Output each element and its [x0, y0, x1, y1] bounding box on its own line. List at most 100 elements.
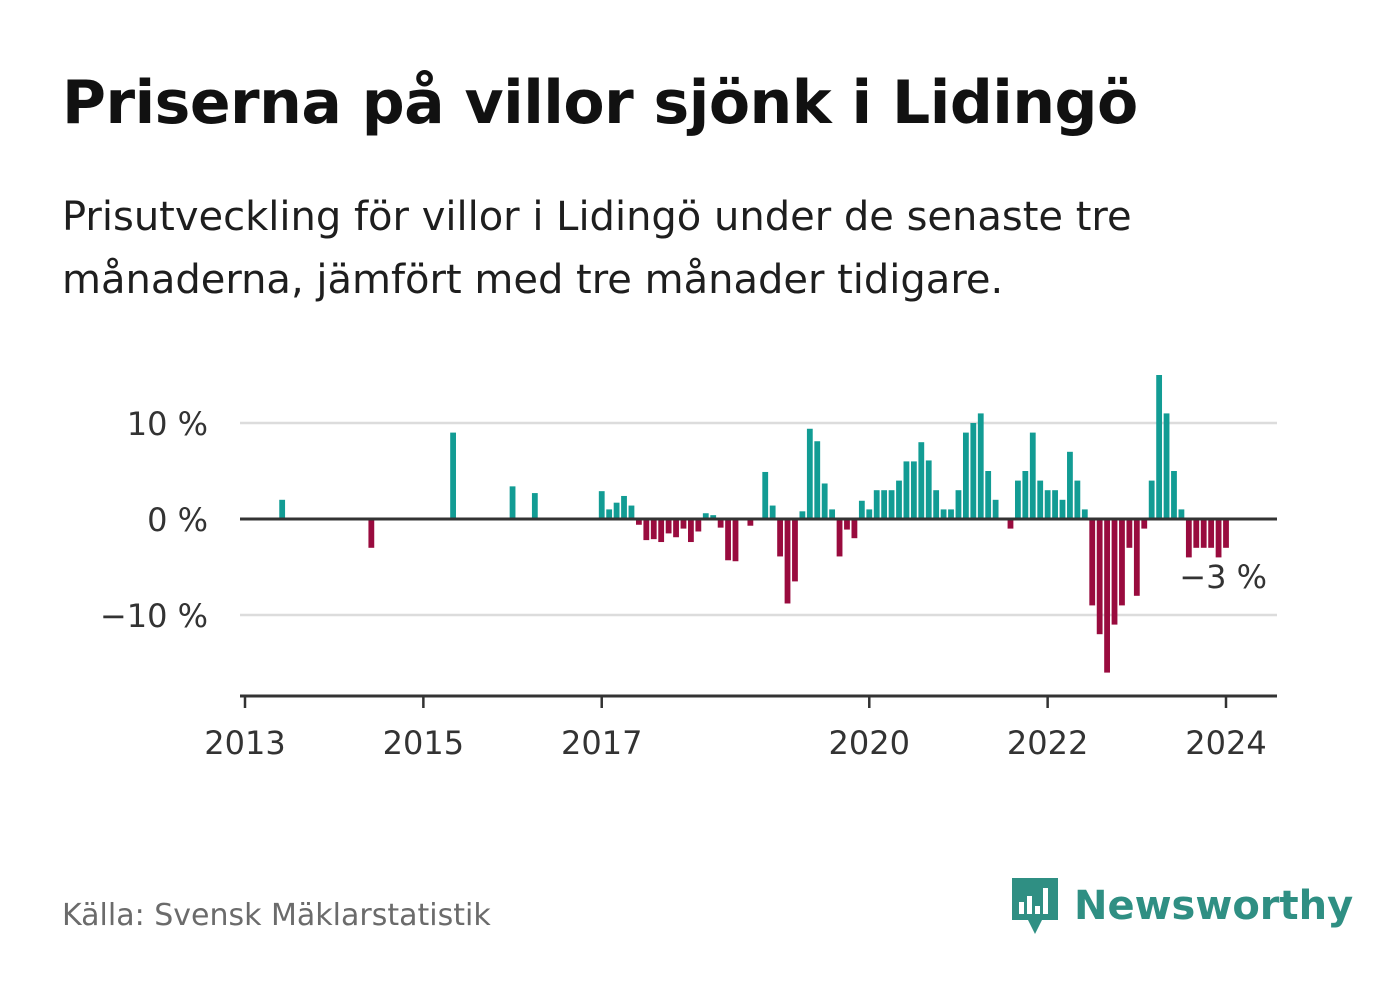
- bar: [1119, 519, 1125, 606]
- bar: [821, 483, 828, 519]
- bar: [606, 509, 613, 519]
- bar: [933, 490, 940, 519]
- bar: [896, 480, 902, 519]
- bar: [717, 519, 724, 528]
- last-value-annotation: −3 %: [1179, 558, 1267, 596]
- bars: [279, 375, 1229, 673]
- bar: [598, 491, 605, 519]
- bar: [1223, 519, 1229, 548]
- bar: [628, 505, 635, 519]
- bar: [1148, 480, 1155, 519]
- bar: [673, 519, 679, 538]
- bar: [903, 461, 910, 519]
- bar: [836, 519, 843, 557]
- bar: [1044, 490, 1051, 519]
- bar: [769, 505, 776, 519]
- bar: [1089, 519, 1096, 606]
- bar: [955, 490, 962, 519]
- newsworthy-logo-icon: [1012, 878, 1058, 934]
- bar: [970, 423, 977, 519]
- bar: [1037, 480, 1044, 519]
- bar: [814, 441, 821, 519]
- bar: [1171, 471, 1177, 519]
- bar: [977, 413, 984, 519]
- bar: [695, 519, 702, 532]
- bar: [1185, 519, 1192, 558]
- chart-title: Priserna på villor sjönk i Lidingö: [62, 68, 1138, 138]
- brand-logo: Newsworthy: [1010, 876, 1353, 936]
- bar: [888, 490, 895, 519]
- bar: [1052, 490, 1058, 519]
- bar: [680, 519, 687, 529]
- bar: [1007, 519, 1014, 529]
- bar: [806, 428, 813, 519]
- bar: [844, 519, 850, 530]
- bar: [992, 499, 999, 519]
- bar: [1104, 519, 1110, 673]
- bar: [829, 509, 836, 519]
- bar: [702, 513, 709, 519]
- bar: [985, 471, 992, 519]
- bar: [658, 519, 665, 543]
- bar: [784, 519, 791, 604]
- bar: [1126, 519, 1133, 548]
- bar: [368, 519, 375, 548]
- x-tick-label: 2015: [383, 724, 464, 762]
- bar: [509, 486, 516, 519]
- bar: [643, 519, 650, 541]
- bar: [635, 519, 642, 525]
- bar: [613, 502, 620, 519]
- chart-subtitle: Prisutveckling för villor i Lidingö unde…: [62, 194, 1132, 303]
- axes: [240, 517, 1277, 708]
- bar: [948, 509, 954, 519]
- y-axis-labels: 10 % 0 % −10 %: [100, 405, 208, 635]
- bar: [1163, 413, 1170, 519]
- x-tick-label: 2024: [1185, 724, 1266, 762]
- bar: [1200, 519, 1207, 548]
- y-tick-label: −10 %: [100, 597, 208, 635]
- bar: [910, 461, 917, 519]
- bar: [1178, 509, 1185, 519]
- bar: [1215, 519, 1222, 558]
- bar: [747, 519, 754, 526]
- bar: [762, 471, 769, 519]
- bar: [1111, 519, 1118, 625]
- bar: [1067, 451, 1073, 519]
- bar: [1141, 519, 1148, 529]
- bar: [1029, 432, 1036, 519]
- brand-name: Newsworthy: [1074, 883, 1354, 929]
- bar: [1096, 519, 1103, 635]
- bar: [1193, 519, 1200, 548]
- bar: [1022, 471, 1029, 519]
- bar: [1208, 519, 1215, 548]
- bar: [777, 519, 783, 557]
- bar: [873, 490, 880, 519]
- bar: [1156, 375, 1163, 519]
- bar: [866, 509, 873, 519]
- bar: [1133, 519, 1140, 596]
- bar: [450, 432, 456, 519]
- bar: [851, 519, 858, 539]
- bar: [858, 500, 865, 519]
- y-tick-label: 10 %: [127, 405, 208, 443]
- bar: [725, 519, 731, 561]
- x-tick-label: 2017: [561, 724, 642, 762]
- x-tick-label: 2022: [1007, 724, 1088, 762]
- bar: [940, 509, 947, 519]
- x-axis-labels: 2013 2015 2017 2020 2022 2024: [204, 724, 1266, 762]
- bar: [1015, 480, 1021, 519]
- bar: [962, 432, 969, 519]
- bar: [1081, 509, 1088, 519]
- bar: [1059, 499, 1066, 519]
- bar: [710, 515, 717, 519]
- bar: [918, 442, 925, 519]
- bar: [688, 519, 694, 543]
- bar: [792, 519, 798, 582]
- bar: [665, 519, 672, 534]
- source-note: Källa: Svensk Mäklarstatistik: [62, 898, 491, 933]
- bar: [925, 460, 932, 519]
- x-tick-label: 2020: [829, 724, 910, 762]
- bar: [732, 519, 739, 562]
- x-tick-label: 2013: [204, 724, 285, 762]
